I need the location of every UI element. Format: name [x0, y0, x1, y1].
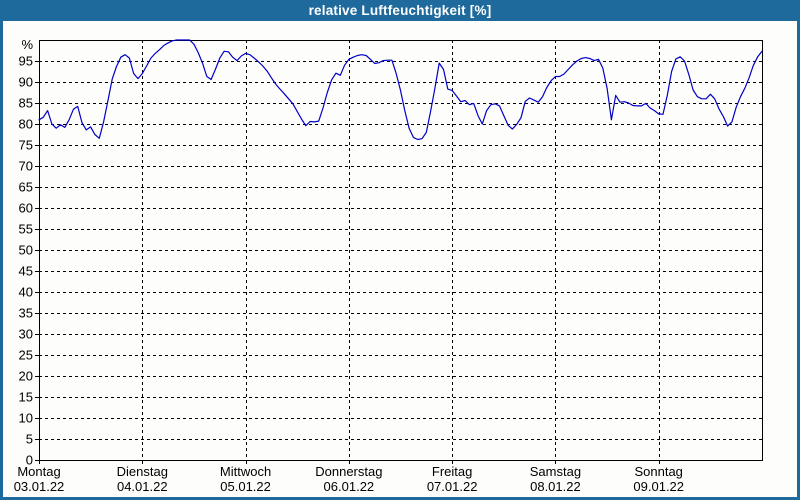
y-tick-label: 60 — [19, 201, 33, 216]
x-tick-day-label: Freitag — [432, 464, 472, 479]
y-tick-label: 90 — [19, 75, 33, 90]
y-tick-label: 40 — [19, 285, 33, 300]
x-tick-date-label: 04.01.22 — [117, 479, 168, 494]
y-tick-label: 85 — [19, 96, 33, 111]
y-axis-unit-label: % — [21, 37, 33, 52]
x-tick-date-label: 06.01.22 — [324, 479, 375, 494]
y-tick-label: 75 — [19, 138, 33, 153]
y-tick-label: 45 — [19, 264, 33, 279]
x-tick-day-label: Samstag — [530, 464, 581, 479]
x-tick-date-label: 05.01.22 — [220, 479, 271, 494]
y-tick-label: 65 — [19, 180, 33, 195]
x-tick-day-label: Montag — [17, 464, 60, 479]
y-tick-label: 50 — [19, 243, 33, 258]
x-tick-date-label: 08.01.22 — [530, 479, 581, 494]
x-tick-day-label: Donnerstag — [315, 464, 382, 479]
y-tick-label: 55 — [19, 222, 33, 237]
y-tick-label: 5 — [26, 432, 33, 447]
x-tick-day-label: Dienstag — [117, 464, 168, 479]
x-tick-date-label: 09.01.22 — [633, 479, 684, 494]
humidity-chart: 95908580757065605550454035302520151050%M… — [14, 37, 763, 494]
y-tick-label: 70 — [19, 159, 33, 174]
humidity-line — [38, 39, 763, 141]
y-tick-label: 80 — [19, 117, 33, 132]
chart-title: relative Luftfeuchtigkeit [%] — [308, 3, 492, 18]
y-tick-label: 10 — [19, 411, 33, 426]
x-tick-date-label: 03.01.22 — [14, 479, 65, 494]
y-tick-label: 95 — [19, 54, 33, 69]
x-tick-day-label: Sonntag — [634, 464, 682, 479]
x-tick-date-label: 07.01.22 — [427, 479, 478, 494]
chart-title-bar: relative Luftfeuchtigkeit [%] — [3, 0, 797, 21]
y-tick-label: 15 — [19, 390, 33, 405]
y-tick-label: 0 — [26, 453, 33, 468]
y-tick-label: 30 — [19, 327, 33, 342]
y-tick-label: 25 — [19, 348, 33, 363]
y-tick-label: 20 — [19, 369, 33, 384]
x-tick-day-label: Mittwoch — [220, 464, 271, 479]
y-tick-label: 35 — [19, 306, 33, 321]
